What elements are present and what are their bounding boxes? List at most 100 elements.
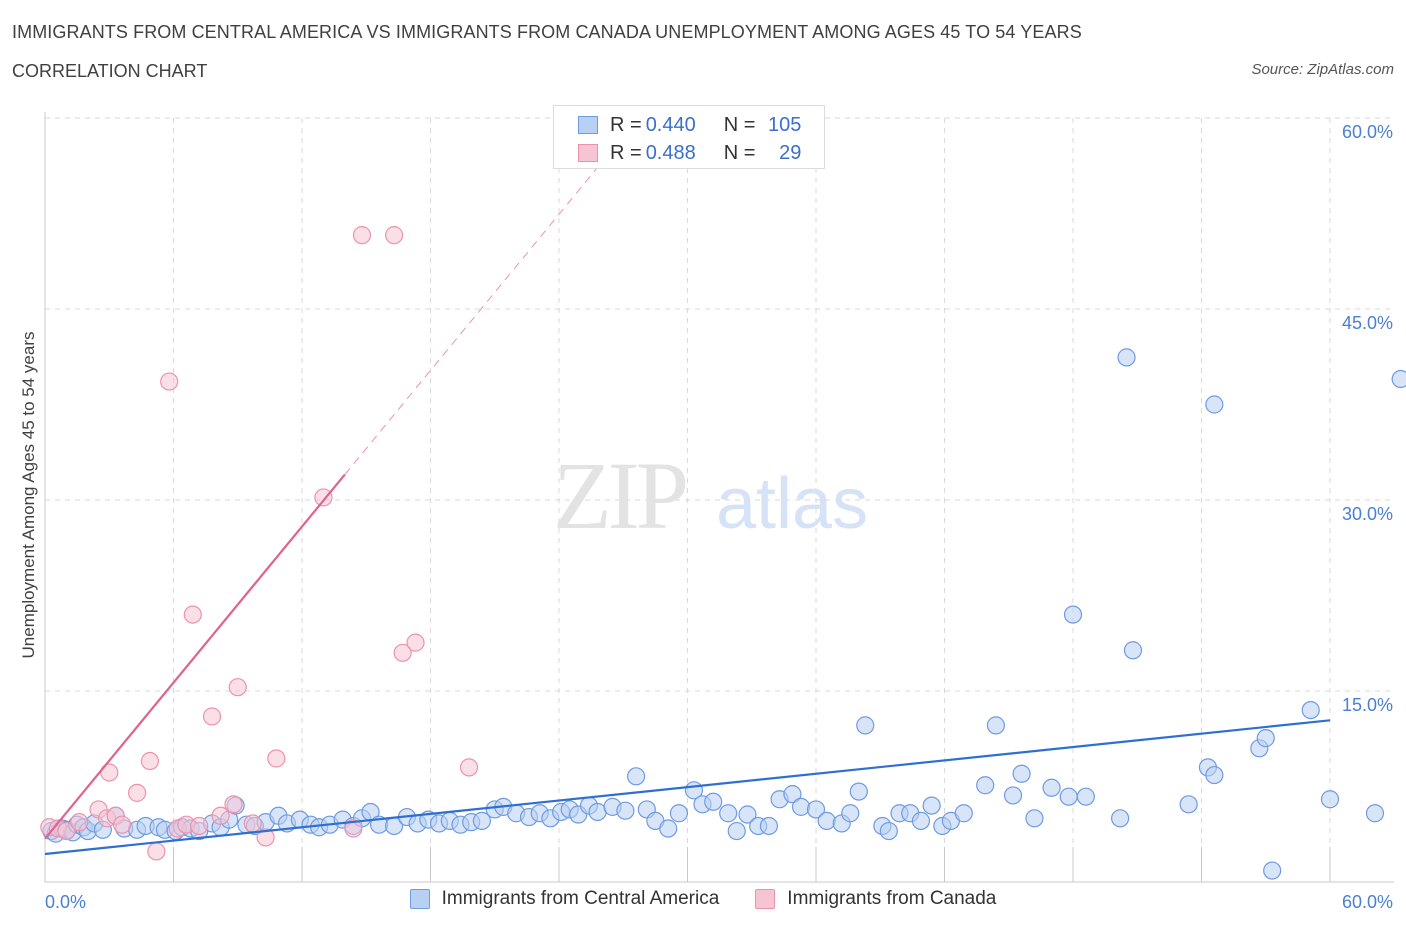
data-point-pink [406,633,425,652]
data-point-blue [806,800,826,819]
data-point-blue [1391,369,1406,389]
data-point-blue [659,819,678,838]
y-tick-label: 45.0% [1342,313,1393,333]
data-point-blue [879,821,898,841]
x-tick-label: 0.0% [45,892,86,912]
series-label-central-america: Immigrants from Central America [441,888,720,909]
data-point-blue [1179,795,1198,814]
data-point-blue [976,776,995,795]
data-point-blue [738,805,757,824]
series-legend-canada: Immigrants from Canada [755,888,996,910]
data-point-pink [211,806,230,825]
data-point-pink [393,643,412,662]
legend-r-value: 0.440 [645,113,696,136]
source-credit: Source: ZipAtlas.com [1251,61,1394,78]
series-legend: Immigrants from Central America Immigran… [0,888,1406,910]
legend-r-label: R = [610,113,642,136]
data-point-blue [1111,809,1130,828]
legend-r-value: 0.488 [645,141,696,164]
data-point-pink [344,819,363,838]
data-point-blue [472,811,491,830]
data-point-blue [727,821,746,841]
y-tick-label: 60.0% [1342,122,1393,142]
data-point-blue [841,804,860,823]
data-point-pink [140,751,160,771]
data-point-blue [1076,787,1095,806]
data-point-blue [1025,809,1044,828]
data-point-blue [669,804,689,823]
data-point-pink [314,488,333,507]
data-point-pink [267,749,286,768]
data-point-blue [1205,765,1224,785]
data-point-blue [1059,787,1078,806]
data-point-blue [911,811,931,830]
data-point-blue [1263,861,1282,880]
data-point-blue [1117,348,1136,367]
data-point-pink [228,678,247,697]
trend-line-pink [44,473,346,840]
legend-row-canada: R = 0.488 N = 29 [578,139,801,167]
y-tick-label: 15.0% [1342,695,1393,715]
watermark-zip: ZIP [553,442,686,549]
series-label-canada: Immigrants from Canada [787,888,997,909]
data-point-pink [202,707,222,726]
data-point-blue [1365,804,1385,823]
data-point-blue [1042,778,1061,797]
data-point-pink [384,226,404,245]
data-point-pink [243,814,262,833]
series-swatch-blue [409,889,430,909]
data-point-blue [626,767,646,786]
data-point-blue [1123,641,1143,660]
trend-line-blue [44,719,1331,856]
data-point-pink [190,816,209,836]
data-point-pink [352,226,372,245]
data-point-blue [704,792,723,811]
watermark-atlas: atlas [716,464,868,544]
legend-swatch-blue [578,116,598,134]
data-point-blue [1256,729,1275,748]
data-point-pink [70,813,89,832]
legend-swatch-pink [578,144,598,162]
legend-n-label: N = [723,113,756,136]
data-point-pink [183,605,202,624]
legend-r-label: R = [610,141,642,164]
stats-legend: R = 0.440 N = 105 R = 0.488 N = 29 [553,105,825,169]
data-point-pink [224,795,243,814]
data-point-pink [459,758,479,777]
data-point-blue [1301,700,1320,720]
chart-subtitle: CORRELATION CHART [12,61,208,81]
data-point-pink [112,815,132,834]
data-point-pink [127,783,147,802]
trend-layer [44,117,1331,856]
data-point-blue [1205,395,1224,414]
data-point-blue [1012,764,1031,783]
point-layer [40,226,1406,880]
y-tick-label: 30.0% [1342,504,1393,524]
data-point-blue [856,716,875,735]
data-point-blue [791,797,811,816]
data-point-pink [160,372,179,391]
x-tick-label: 60.0% [1342,892,1393,912]
chart-title: IMMIGRANTS FROM CENTRAL AMERICA VS IMMIG… [12,22,1082,42]
data-point-blue [1063,605,1083,624]
data-point-pink [57,821,76,841]
data-point-blue [986,716,1006,735]
data-point-pink [256,828,275,847]
axis-layer: 15.0% 30.0% 45.0% 60.0% 0.0% 60.0% [44,112,1394,912]
data-point-blue [922,796,941,815]
data-point-blue [817,811,836,830]
data-point-blue [616,801,635,820]
data-point-blue [954,804,973,823]
series-legend-central-america: Immigrants from Central America [409,888,720,910]
data-point-blue [849,782,868,801]
data-point-pink [147,842,166,861]
data-point-blue [759,816,778,836]
trend-extension-pink [344,117,639,475]
data-point-blue [1003,786,1023,805]
data-point-blue [783,785,802,804]
legend-row-central-america: R = 0.440 N = 105 [578,111,801,139]
legend-n-value: 29 [779,141,802,164]
watermark: ZIP atlas [553,442,868,549]
data-point-blue [719,804,738,823]
